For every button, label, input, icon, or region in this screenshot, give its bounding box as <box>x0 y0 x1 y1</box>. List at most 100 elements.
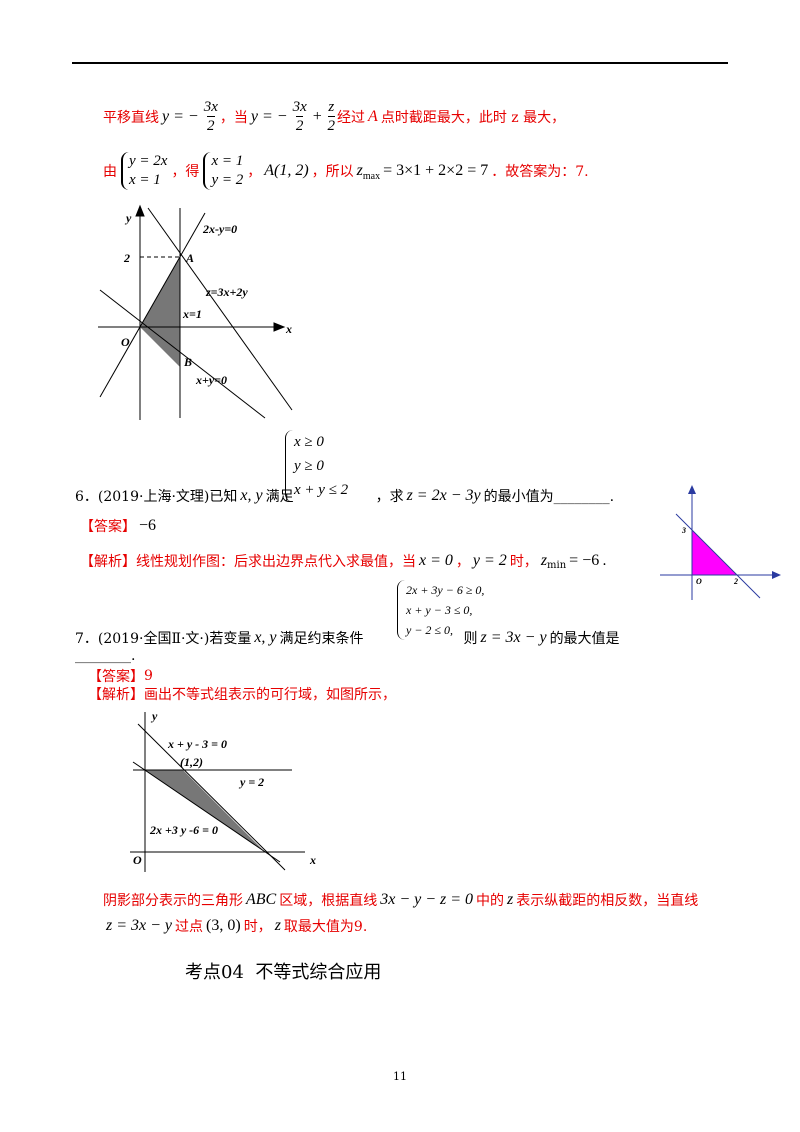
answer-value: 9 <box>144 668 153 684</box>
equation: y = 2x <box>129 153 168 169</box>
denominator: 2 <box>207 116 215 134</box>
blank: ________. <box>75 648 135 664</box>
line <box>99 212 206 398</box>
answer-value: −6 <box>139 517 157 534</box>
tag: 【解析】 <box>88 687 144 703</box>
math: y = 2 <box>472 551 507 569</box>
feasible-region <box>140 257 180 367</box>
text: 中的 <box>476 893 505 909</box>
label: (1,2) <box>180 755 203 769</box>
text: 画出不等式组表示的可行域，如图所示， <box>144 687 396 703</box>
inequality: y ≥ 0 <box>294 458 324 474</box>
text: 过点 <box>175 919 204 935</box>
inequality: x ≥ 0 <box>294 434 324 450</box>
text: ．故答案为：7. <box>491 164 589 180</box>
text: 平移直线 <box>103 109 159 126</box>
equation: x = 1 <box>211 153 244 169</box>
text: 的最小值为________. <box>483 489 615 505</box>
label: 2x +3 y -6 = 0 <box>149 823 218 837</box>
math: z <box>540 551 548 569</box>
inequality: y − 2 ≤ 0, <box>406 623 454 637</box>
label: z=3x+2y <box>205 285 248 299</box>
text: 7．(2019·全国Ⅱ·文·)若变量 <box>75 631 252 647</box>
math: x, y <box>240 487 263 504</box>
system: x ≥ 0 y ≥ 0 x + y ≤ 2 <box>285 430 348 502</box>
label: O <box>696 577 702 586</box>
label: B <box>183 355 192 369</box>
math: x = 0 <box>419 551 453 569</box>
math: (3, 0) <box>206 917 241 934</box>
label: y <box>124 211 132 225</box>
math: z = 2x − 3y <box>406 487 481 504</box>
text: 由 <box>103 164 117 180</box>
line <box>147 207 293 411</box>
arrow <box>135 204 145 217</box>
denominator: 2 <box>327 116 336 134</box>
page-number: 11 <box>393 1070 407 1083</box>
text: 的最大值是 <box>549 631 620 647</box>
line <box>99 289 266 419</box>
numerator: 3x <box>203 99 218 115</box>
label: A <box>185 251 194 265</box>
denominator: 2 <box>295 116 304 134</box>
arrow <box>688 485 696 494</box>
label: x <box>285 322 292 336</box>
label: x <box>309 853 316 867</box>
conclusion-line: z = 3x − y 过点 (3, 0) 时， z 取最大值为9. <box>103 916 367 936</box>
text: ________. <box>75 648 136 664</box>
math: = 3×1 + 2×2 = 7 <box>383 162 489 179</box>
text: 满足约束条件 <box>279 631 364 647</box>
label: 2 <box>123 251 130 265</box>
equation: x = 1 <box>129 172 161 188</box>
label: 2 <box>733 577 738 586</box>
line <box>132 761 281 863</box>
tag: 【解析】 <box>80 553 136 570</box>
label: y = 2 <box>238 775 264 789</box>
label: O <box>121 335 130 349</box>
figure: y x + y - 3 = 0 (1,2) y = 2 2x +3 y -6 =… <box>130 709 316 872</box>
tag: 【答案】 <box>80 519 136 535</box>
figure: y 2 2x-y=0 A z=3x+2y x=1 x O B x+y=0 <box>98 204 293 420</box>
tag: 【答案】 <box>88 669 144 685</box>
line <box>137 723 286 871</box>
fraction: 3x 2 <box>204 98 218 135</box>
math: y = − <box>250 107 288 125</box>
text: ，所以 <box>311 164 354 180</box>
solution-line: 由 y = 2x x = 1 ，得 x = 1 y = 2 ， A(1, 2) ，所… <box>103 152 589 190</box>
text: 取最大值为9. <box>283 919 368 935</box>
text: 则 <box>463 631 478 647</box>
text: ， <box>247 164 262 180</box>
text: ，求 <box>375 489 404 505</box>
text: 表示纵截距的相反数，当直线 <box>516 893 699 909</box>
text: 点时截距最大，此时 z 最大， <box>380 109 566 126</box>
numerator: z <box>328 99 335 115</box>
text: . <box>602 552 607 569</box>
system: x = 1 y = 2 <box>203 152 243 190</box>
analysis: 【解析】 线性规划作图：后求出边界点代入求最值，当 x = 0 ， y = 2 … <box>80 550 607 572</box>
subscript: min <box>547 560 567 571</box>
text: ， <box>455 553 470 570</box>
math: = −6 <box>569 551 600 569</box>
inequality: 2x + 3y − 6 ≥ 0, <box>406 583 485 597</box>
text: 满足 <box>265 489 294 505</box>
arrow <box>772 571 781 579</box>
analysis: 【解析】 画出不等式组表示的可行域，如图所示， <box>88 684 396 704</box>
system: 2x + 3y − 6 ≥ 0, x + y − 3 ≤ 0, y − 2 ≤ … <box>397 580 484 640</box>
label: 2x-y=0 <box>202 222 237 236</box>
arrow <box>273 322 286 332</box>
math: A(1, 2) <box>264 162 309 179</box>
header-rule <box>72 62 728 64</box>
text: 区域，根据直线 <box>279 893 378 909</box>
section-heading: 考点04 不等式综合应用 <box>185 962 382 983</box>
label: 3 <box>681 526 686 535</box>
subscript: max <box>362 170 381 182</box>
inequality: x + y ≤ 2 <box>294 482 349 498</box>
math: + <box>311 107 323 125</box>
fraction: 3x 2 <box>293 98 307 135</box>
equation: y = 2 <box>211 172 244 188</box>
label: y <box>150 709 158 723</box>
text: 线性规划作图：后求出边界点代入求最值，当 <box>136 553 416 570</box>
